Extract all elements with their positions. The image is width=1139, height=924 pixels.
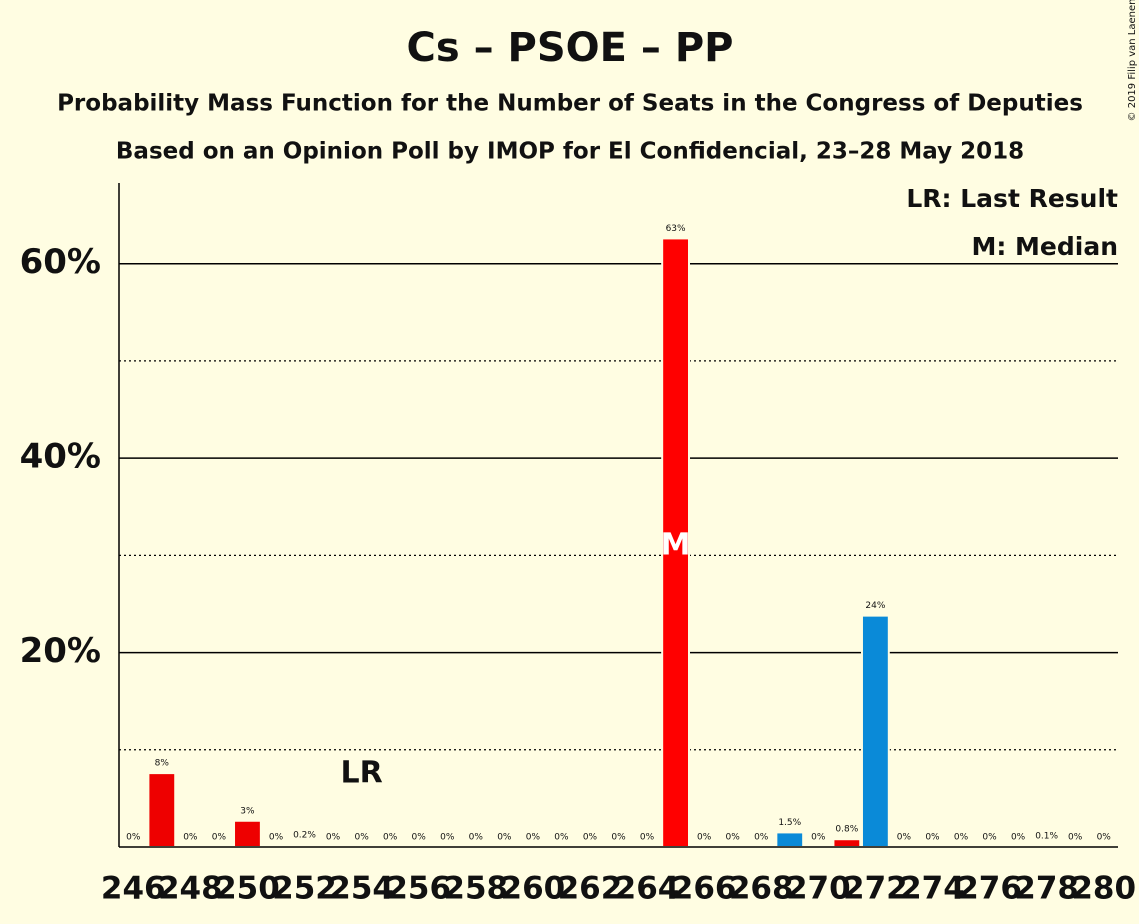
bar bbox=[775, 831, 805, 849]
value-label: 0% bbox=[212, 833, 227, 843]
value-label: 0% bbox=[1097, 833, 1112, 843]
y-tick-label: 60% bbox=[20, 242, 101, 282]
y-tick-label: 20% bbox=[20, 631, 101, 671]
last-result-marker: LR bbox=[341, 756, 383, 791]
value-label: 0% bbox=[754, 833, 769, 843]
value-label: 0% bbox=[183, 833, 198, 843]
chart-title: Cs – PSOE – PP bbox=[407, 25, 734, 71]
chart-subtitle: Based on an Opinion Poll by IMOP for El … bbox=[116, 139, 1024, 165]
x-tick-label: 278 bbox=[1014, 871, 1079, 907]
legend-text: LR: Last Result bbox=[906, 184, 1118, 213]
chart-subtitle: Probability Mass Function for the Number… bbox=[57, 91, 1083, 117]
value-label: 0% bbox=[726, 833, 741, 843]
x-tick-label: 276 bbox=[957, 871, 1022, 907]
value-label: 0% bbox=[1011, 833, 1026, 843]
value-label: 8% bbox=[155, 759, 170, 769]
value-label: 0% bbox=[412, 833, 427, 843]
x-tick-label: 258 bbox=[443, 871, 508, 907]
x-tick-label: 274 bbox=[900, 871, 965, 907]
bar bbox=[860, 614, 890, 848]
value-label: 0% bbox=[126, 833, 141, 843]
value-label: 1.5% bbox=[778, 818, 801, 828]
value-label: 0% bbox=[526, 833, 541, 843]
bar bbox=[832, 838, 862, 848]
value-label: 0% bbox=[554, 833, 569, 843]
value-label: 0% bbox=[269, 833, 284, 843]
value-label: 0% bbox=[640, 833, 655, 843]
x-tick-label: 260 bbox=[501, 871, 566, 907]
x-tick-label: 252 bbox=[272, 871, 337, 907]
value-label: 0.2% bbox=[293, 831, 316, 841]
x-tick-label: 246 bbox=[101, 871, 166, 907]
value-label: 0.1% bbox=[1035, 832, 1058, 842]
value-label: 0% bbox=[982, 833, 997, 843]
value-label: 0% bbox=[440, 833, 455, 843]
value-label: 0% bbox=[925, 833, 940, 843]
value-label: 0% bbox=[697, 833, 712, 843]
value-label: 0% bbox=[811, 833, 826, 843]
x-tick-label: 250 bbox=[215, 871, 280, 907]
x-tick-label: 270 bbox=[786, 871, 851, 907]
value-label: 0% bbox=[326, 833, 341, 843]
x-tick-label: 272 bbox=[843, 871, 908, 907]
bar bbox=[147, 772, 177, 848]
copyright: © 2019 Filip van Laenen bbox=[1127, 0, 1138, 121]
median-marker: M bbox=[661, 528, 691, 563]
y-tick-label: 40% bbox=[20, 437, 101, 477]
x-tick-label: 256 bbox=[386, 871, 451, 907]
x-tick-label: 264 bbox=[615, 871, 680, 907]
value-label: 0% bbox=[583, 833, 598, 843]
x-tick-label: 280 bbox=[1071, 871, 1136, 907]
value-label: 0% bbox=[497, 833, 512, 843]
legend-text: M: Median bbox=[971, 232, 1118, 261]
value-label: 0% bbox=[611, 833, 626, 843]
value-label: 0% bbox=[354, 833, 369, 843]
value-label: 0% bbox=[1068, 833, 1083, 843]
bar bbox=[233, 819, 262, 848]
value-label: 0% bbox=[383, 833, 398, 843]
value-label: 63% bbox=[666, 224, 686, 234]
value-label: 24% bbox=[865, 601, 885, 611]
x-tick-label: 268 bbox=[729, 871, 794, 907]
value-label: 3% bbox=[240, 806, 255, 816]
x-tick-label: 248 bbox=[158, 871, 223, 907]
value-label: 0% bbox=[897, 833, 912, 843]
value-label: 0% bbox=[469, 833, 484, 843]
value-label: 0.8% bbox=[835, 825, 858, 835]
x-tick-label: 262 bbox=[558, 871, 623, 907]
x-tick-label: 266 bbox=[672, 871, 737, 907]
value-label: 0% bbox=[954, 833, 969, 843]
x-tick-label: 254 bbox=[329, 871, 394, 907]
